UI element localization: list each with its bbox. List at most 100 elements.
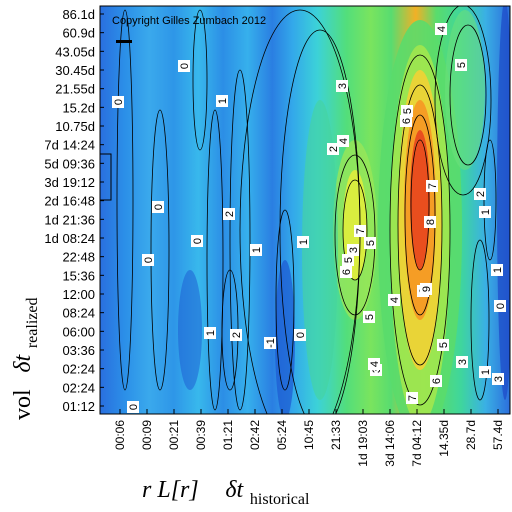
contour-line [434,6,492,196]
contour-label: 5 [364,237,377,249]
contour-label-text: 5 [364,314,376,320]
contour-line [229,69,251,411]
contour-label: 5 [363,311,376,323]
y-tick-label: 01:12 [62,399,95,414]
contour-label: 3 [336,80,349,92]
contour-label-bg [455,59,467,71]
y-axis-prefix: vol [10,389,36,420]
contour-label: 0 [112,96,125,108]
contour-label: 7 [426,180,439,192]
contour-line [116,9,134,391]
contour-label-text: 2 [475,191,487,197]
contour-label-text: -1 [265,338,277,348]
x-tick-labels: 00:06 00:09 00:21 00:39 01:21 02:42 05:24 10:45… [113,409,505,467]
contour-label-text: 4 [436,26,448,32]
contour-label: 2 [327,143,340,155]
plot-frame [99,5,511,415]
heat-region [445,10,485,170]
contour-label-text: 9 [421,286,433,292]
contour-line [404,114,436,316]
y-tick-label: 5d 09:36 [44,156,95,171]
contour-label: 0 [142,254,155,266]
contour-label-text: 7 [355,228,367,234]
contour-label-bg [191,235,203,247]
contour-label-bg [430,375,442,387]
contour-label-text: 1 [480,369,492,375]
y-axis-title: vol δt realized [10,298,41,420]
contour-label: 0 [152,201,165,213]
contour-label-bg [479,206,491,218]
contour-label: 4 [388,294,401,306]
contour-label: 6 [340,266,353,278]
contour-label: 3 [347,244,360,256]
x-axis-function: r L[r] [142,477,199,503]
y-axis-subscript: realized [24,298,41,349]
contour-label-text: 3 [337,83,349,89]
contour-label-text: 4 [369,361,381,367]
contour-label-bg [327,143,339,155]
y-tick-label: 10.75d [55,119,95,134]
left-bracket [99,153,112,201]
contour-label-bg [127,401,139,413]
contour-label-bg [142,254,154,266]
marker-dash [116,40,132,43]
contour-label-bg [401,105,413,117]
y-tick-label: 22:48 [62,250,95,265]
y-tick-label: 15.2d [62,100,95,115]
y-tick-label: 2d 16:48 [44,194,95,209]
y-tick-label: 3d 19:12 [44,175,95,190]
contour-label-text: 0 [143,257,155,263]
y-tick-label: 08:24 [62,306,95,321]
svg-text:r L[r] δt historic: r L[r] δt historical [142,476,310,508]
contour-label-text: 1 [480,209,492,215]
contour-label-bg [204,327,216,339]
contour-label: 5 [437,339,450,351]
x-axis-subscript: historical [250,491,310,508]
x-tick-label: 00:06 [113,420,127,450]
x-tick-label: 1d 19:03 [356,420,370,467]
contour-label-text: 5 [456,62,468,68]
contour-line [389,54,451,406]
x-tick-label: 7d 04:12 [410,420,424,467]
y-tick-label: 02:24 [62,362,95,377]
contour-label-text: 5 [365,240,377,246]
contour-label-text: 3 [457,359,469,365]
contour-label: 3 [492,373,505,385]
contour-label: 8 [424,216,437,228]
heatmap-plot-area: Copyright Gilles Zumbach 2012 [99,5,511,415]
y-tick-label: 03:36 [62,343,95,358]
contour-label-bg [424,216,436,228]
contour-label-bg [347,244,359,256]
x-tick-label: 3d 14:06 [383,420,397,467]
x-tick-label: 00:21 [167,420,181,450]
heat-region [302,100,338,400]
contour-label: 7 [406,392,419,404]
contour-label-text: 2 [224,211,236,217]
x-tick-label: 01:21 [221,420,235,450]
contour-label-bg [294,329,306,341]
contour-label-text: 2 [328,146,340,152]
contour-label-bg [363,311,375,323]
contour-label: 1 [204,327,217,339]
heat-region [275,260,295,414]
contour-label-bg [426,180,438,192]
contour-label: -1 [264,337,277,349]
y-tick-label: 1d 21:36 [44,212,95,227]
contour-label-text: 2 [231,332,243,338]
contour-label-text: 3 [493,376,505,382]
heat-region [410,130,430,270]
contour-label: 0 [494,300,507,312]
x-tick-label: 00:39 [194,420,208,450]
contour-label: 5 [401,105,414,117]
y-tick-label: 1d 08:24 [44,231,95,246]
contour-label: 0 [178,60,191,72]
y-tick-label: 06:00 [62,324,95,339]
contour-label: 3 [456,356,469,368]
contour-label-bg [178,60,190,72]
contour-label-bg [354,225,366,237]
y-tick-label: 7d 14:24 [44,138,95,153]
contour-label-bg [112,96,124,108]
heat-region [178,270,202,390]
contour-label-bg [406,392,418,404]
